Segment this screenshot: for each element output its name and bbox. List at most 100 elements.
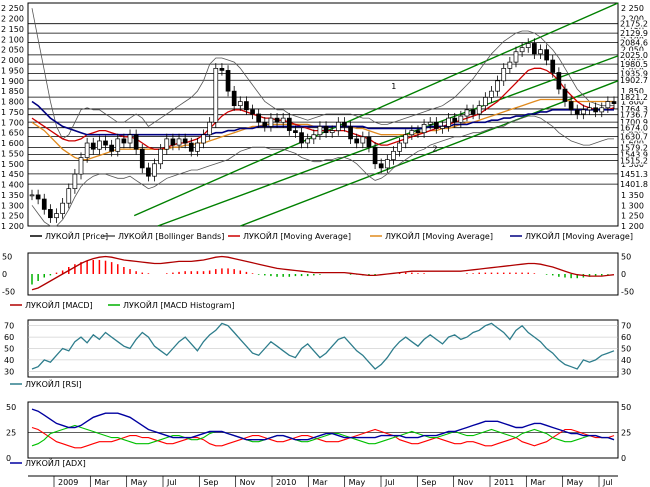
- rsi-legend-label: ЛУКОЙЛ [RSI]: [25, 378, 82, 389]
- macd-hist-legend-label: ЛУКОЙЛ [MACD Histogram]: [123, 299, 235, 310]
- price-candle-body: [342, 121, 347, 127]
- price-level-label: 1935.9: [620, 69, 648, 78]
- price-tick-left: 2 050: [1, 46, 24, 55]
- price-candle-body: [103, 140, 108, 146]
- price-tick-left: 2 100: [1, 35, 24, 44]
- price-level-label: 1821.2: [620, 93, 648, 102]
- price-candle-body: [41, 198, 47, 210]
- price-candle-body: [311, 134, 317, 140]
- macd-tick-right: -50: [621, 288, 634, 297]
- x-axis-label: Jul: [602, 478, 613, 487]
- price-tick-right: 1 200: [621, 222, 644, 231]
- price-candle-body: [605, 101, 611, 109]
- price-level-label: 1674.0: [620, 124, 648, 133]
- price-candle-body: [127, 134, 133, 144]
- adx-di-plus-line: [31, 424, 615, 447]
- price-candle-body: [599, 107, 605, 113]
- price-candle-body: [593, 107, 598, 113]
- price-level-tag: [619, 143, 647, 152]
- macd-tick-right: 50: [621, 253, 631, 262]
- price-candle-body: [72, 173, 78, 190]
- price-candle-body: [489, 90, 494, 98]
- price-tick-right: 1 250: [621, 212, 644, 221]
- rsi-line: [31, 322, 615, 370]
- adx-panel: [27, 401, 619, 459]
- price-candle-body: [293, 130, 298, 134]
- price-candle-body: [244, 101, 249, 111]
- price-candle-body: [317, 126, 323, 136]
- macd-tick-left: -50: [2, 288, 15, 297]
- price-level-tag: [619, 156, 647, 165]
- macd-line: [31, 255, 615, 291]
- price-level-tag: [619, 110, 647, 119]
- rsi-tick-right: 30: [621, 367, 631, 376]
- x-axis-label: Nov: [458, 478, 474, 487]
- price-candle-body: [170, 138, 176, 146]
- price-tick-left: 2 000: [1, 56, 24, 65]
- price-candle-body: [329, 130, 335, 134]
- adx-tick-left: 25: [6, 429, 16, 438]
- price-tick-left: 1 600: [1, 139, 24, 148]
- price-tick-left: 1 450: [1, 170, 24, 179]
- price-level-label: 1980.5: [620, 60, 648, 69]
- price-candle-body: [409, 130, 415, 136]
- rsi-tick-left: 60: [4, 333, 14, 342]
- x-axis-label: Sep: [203, 478, 218, 487]
- price-candle-body: [274, 117, 280, 123]
- price-tick-left: 1 350: [1, 191, 24, 200]
- price-tick-left: 1 550: [1, 149, 24, 158]
- price-candle-body: [544, 49, 549, 61]
- price-level-tag: [619, 38, 647, 47]
- rsi-tick-left: 70: [4, 322, 14, 331]
- price-level-label: 1630.7: [620, 133, 648, 142]
- price-candle-body: [562, 88, 568, 102]
- price-level-tag: [619, 123, 647, 132]
- price-candle-body: [29, 194, 35, 197]
- price-candle-body: [164, 138, 170, 150]
- price-level-tag: [619, 104, 647, 113]
- price-candle-body: [262, 121, 268, 127]
- price-tick-left: 1 500: [1, 160, 24, 169]
- adx-line: [31, 408, 615, 441]
- price-level-tag: [619, 69, 647, 78]
- price-level-label: 1736.7: [620, 111, 648, 120]
- price-legend-label: ЛУКОЙЛ [Price]: [45, 230, 108, 241]
- price-candle-body: [256, 113, 262, 123]
- price-candle-body: [433, 121, 439, 129]
- x-axis-label: Jul: [166, 478, 177, 487]
- rsi-tick-right: 50: [621, 345, 631, 354]
- price-candle-body: [207, 121, 213, 136]
- price-tick-left: 1 650: [1, 129, 24, 138]
- price-level-tag: [619, 132, 647, 141]
- rsi-tick-right: 60: [621, 333, 631, 342]
- price-candle-body: [525, 43, 531, 48]
- price-tick-left: 1 700: [1, 118, 24, 127]
- price-candle-body: [90, 142, 96, 150]
- price-level-tag: [619, 29, 647, 38]
- price-candle-body: [323, 126, 329, 134]
- macd-tick-left: 50: [2, 253, 12, 262]
- price-candle-body: [84, 142, 90, 158]
- macd-tick-right: 0: [621, 270, 626, 279]
- price-candle-body: [97, 140, 102, 150]
- price-candle-body: [366, 136, 372, 148]
- price-candle-body: [305, 138, 311, 144]
- price-level-label: 1543.9: [620, 151, 648, 160]
- price-candle-body: [158, 148, 164, 165]
- price-tick-left: 2 200: [1, 15, 24, 24]
- price-level-tag: [619, 19, 647, 28]
- price-level-label: 2025.0: [620, 51, 648, 60]
- price-tick-left: 1 200: [1, 222, 24, 231]
- price-candle-body: [611, 101, 617, 104]
- price-level-tag: [619, 150, 647, 159]
- price-tick-right: 2 200: [621, 15, 644, 24]
- price-level-tag: [619, 76, 647, 85]
- price-candle-body: [299, 132, 304, 144]
- price-candle-body: [35, 194, 41, 200]
- price-legend-label: ЛУКОЙЛ [Bollinger Bands]: [118, 230, 224, 241]
- price-candle-body: [213, 67, 219, 123]
- x-axis-label: Jul: [384, 478, 395, 487]
- adx-tick-right: 25: [621, 429, 631, 438]
- price-level-label: 1579.2: [620, 143, 648, 152]
- channel-lower: [240, 80, 619, 227]
